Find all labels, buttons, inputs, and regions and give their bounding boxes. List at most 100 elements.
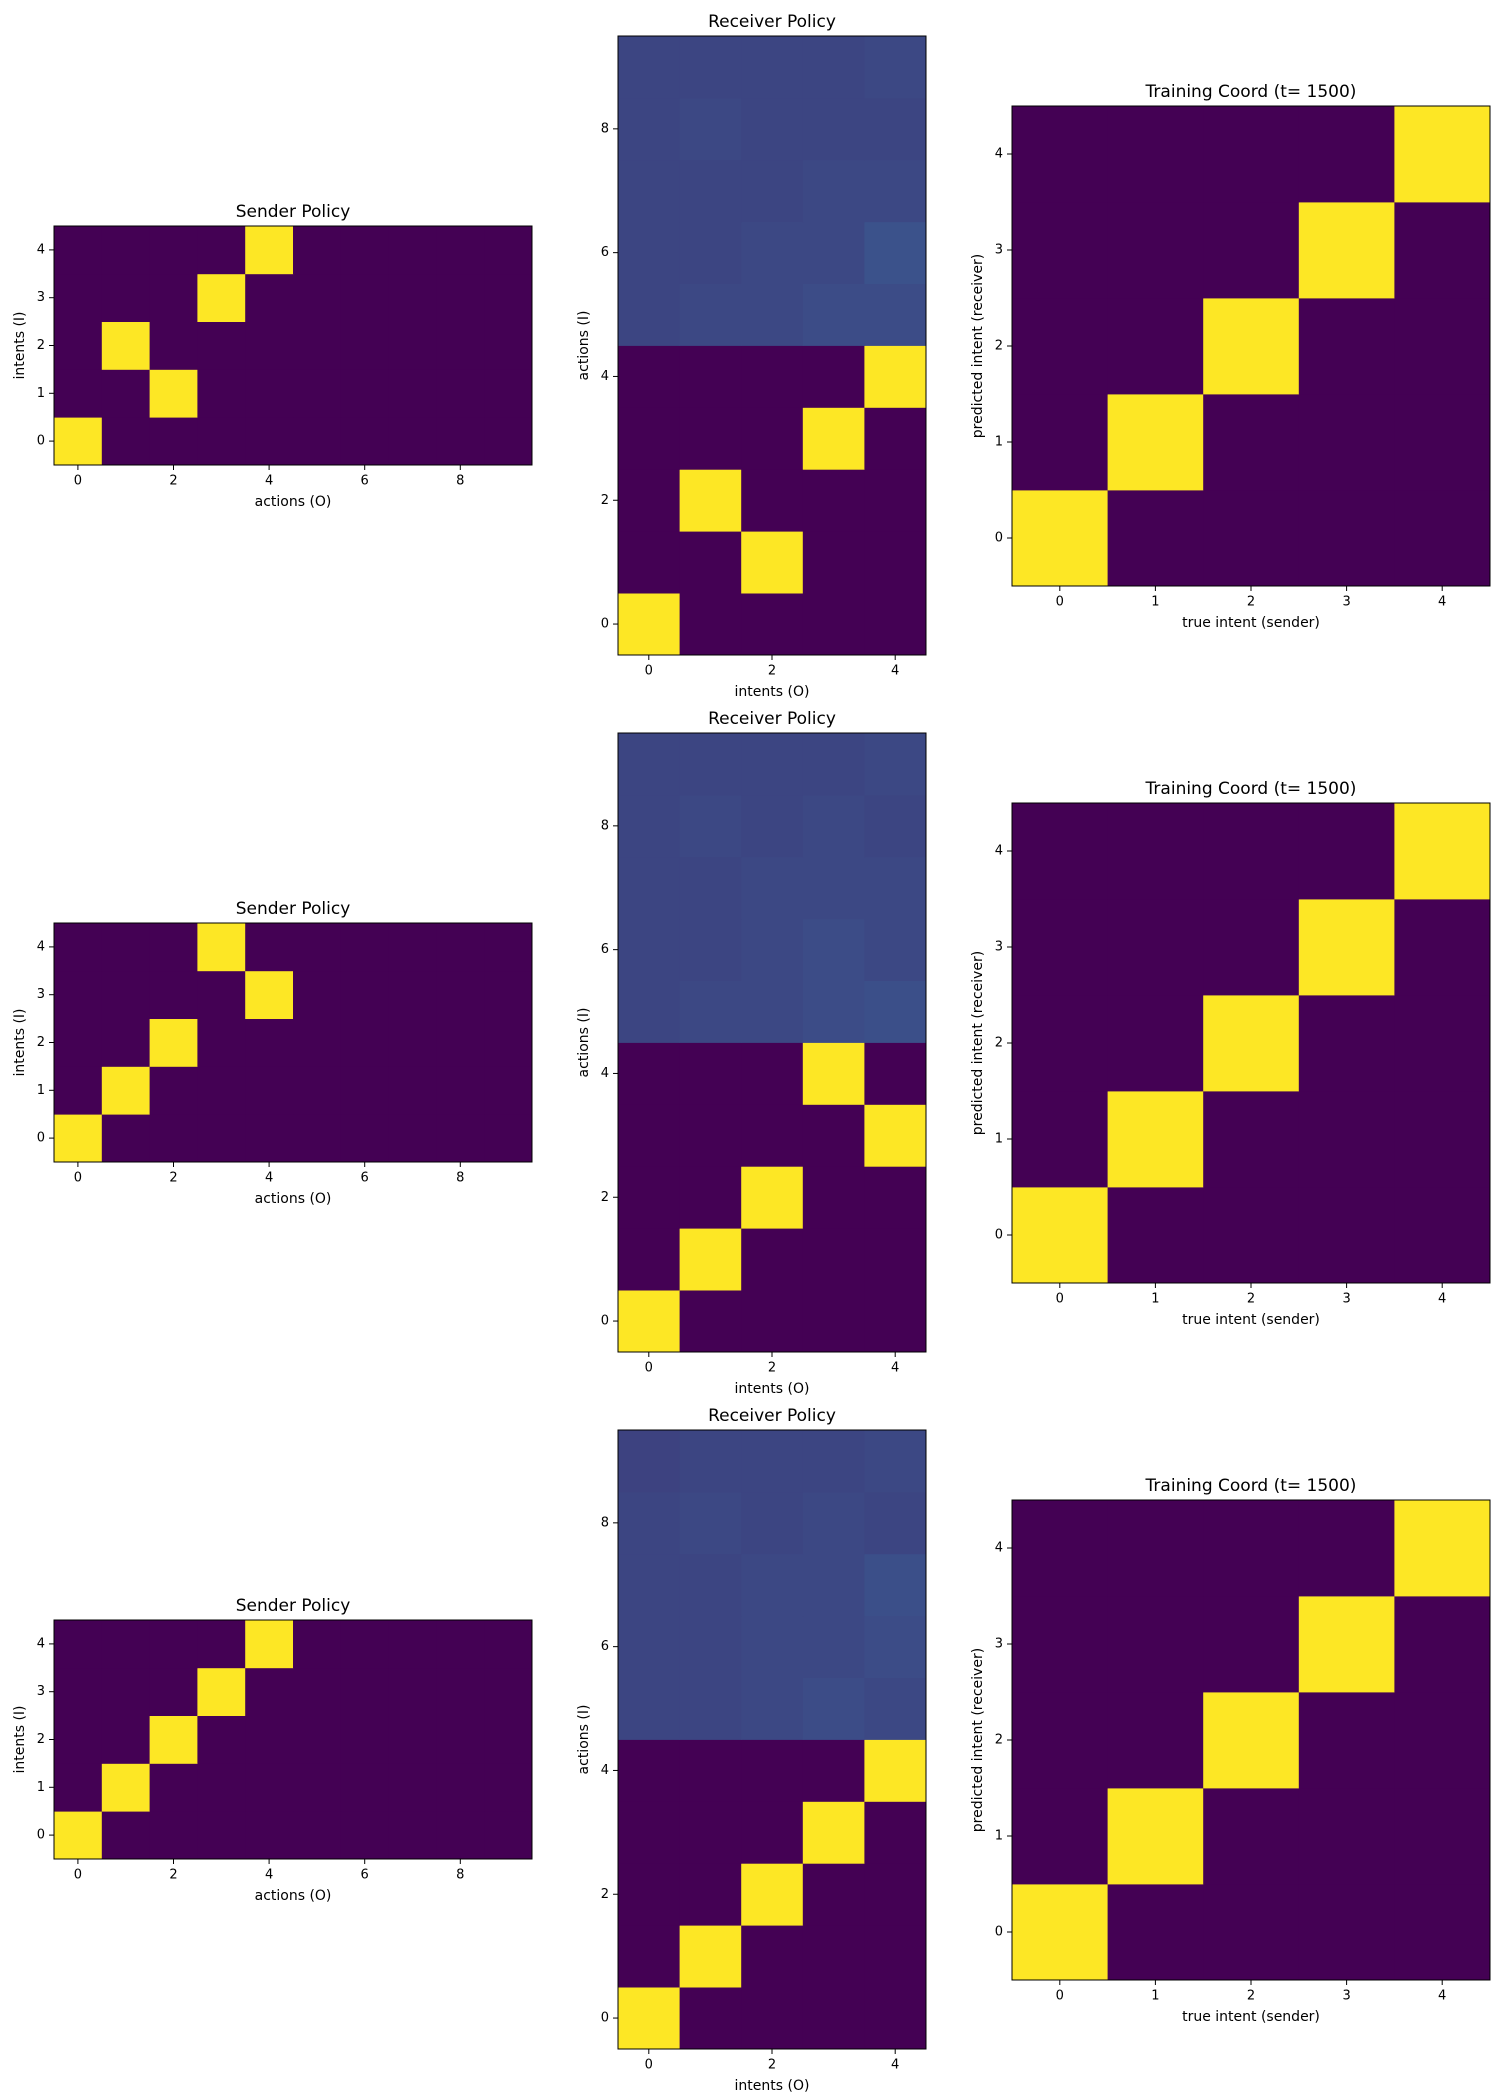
heatmap-cell [1298,1091,1395,1188]
x-tick-label: 0 [645,2058,653,2073]
heatmap-cell [1203,202,1300,299]
x-tick-label: 4 [265,1171,273,1186]
heatmap-cell [802,36,865,99]
heatmap-cell [484,1811,533,1860]
heatmap-cell [484,226,533,275]
x-tick-label: 4 [891,2058,899,2073]
heatmap-cell [679,1863,742,1926]
heatmap-cell [864,97,927,161]
x-tick-label: 2 [1247,1989,1255,2004]
x-tick-label: 2 [1247,595,1255,610]
heatmap-cell [679,1042,742,1105]
heatmap-cell [436,970,485,1019]
y-tick-label: 0 [995,1925,1003,1940]
heatmap-cell [197,923,246,972]
heatmap-cell [864,1863,927,1926]
heatmap-cell [54,273,103,322]
x-axis-label: actions (O) [255,1191,332,1207]
x-tick-label: 8 [456,1868,464,1883]
heatmap-cell [1012,899,1108,996]
heatmap-cell [245,417,294,466]
x-tick-label: 2 [768,2058,776,2073]
heatmap-cell [618,1491,680,1555]
heatmap-cell [149,1811,198,1860]
heatmap-cell [679,980,742,1043]
heatmap-cell [1298,1596,1395,1693]
heatmap-cell [484,1620,533,1669]
heatmap-cell [802,918,865,981]
heatmap-cell [54,1018,103,1067]
heatmap-cell [864,407,927,470]
heatmap-cell [741,1290,804,1353]
heatmap-cell [802,1104,865,1167]
heatmap-cell [802,1863,865,1926]
y-tick-label: 3 [37,987,45,1002]
y-tick-label: 3 [37,1684,45,1699]
heatmap-cell [54,923,103,972]
heatmap-cell [618,1166,680,1229]
heatmap-cell [1203,1692,1300,1789]
heatmap-cell [741,1553,804,1617]
heatmap-cell [340,321,389,370]
heatmap-cell [802,1042,865,1105]
heatmap-cell [618,407,680,470]
heatmap-cell [101,273,150,322]
heatmap-cell [293,1715,342,1764]
x-axis-label: true intent (sender) [1182,2009,1320,2025]
heatmap-cell [1394,490,1491,587]
heatmap-cell [1203,298,1300,395]
x-axis-label: actions (O) [255,1888,332,1904]
y-tick-label: 4 [37,1636,45,1651]
heatmap-cell [1394,1692,1491,1789]
x-tick-label: 3 [1342,595,1350,610]
heatmap-cell [1107,202,1204,299]
heatmap-cell [679,856,742,920]
heatmap-cell [54,970,103,1019]
y-tick-label: 4 [995,147,1003,162]
heatmap-cell [679,1228,742,1291]
heatmap-cell [1012,1187,1108,1284]
heatmap-cell [245,226,294,275]
heatmap-cell [618,531,680,594]
heatmap-cell [741,221,804,284]
heatmap-cell [149,369,198,418]
heatmap-cell [1298,1500,1395,1597]
heatmap-cell [802,794,865,858]
heatmap-cell [618,980,680,1043]
heatmap-cell [864,918,927,981]
heatmap-cell [340,1763,389,1812]
heatmap-cell [54,1114,103,1163]
heatmap-cell [388,321,437,370]
x-axis-label: true intent (sender) [1182,1312,1320,1328]
heatmap-cell [1203,803,1300,900]
heatmap-cell [618,856,680,920]
heatmap-cell [388,1811,437,1860]
heatmap-cell [436,1018,485,1067]
x-tick-label: 4 [891,1361,899,1376]
heatmap-cell [1394,394,1491,491]
heatmap-cell [1012,1500,1108,1597]
heatmap-cell [197,1114,246,1163]
heatmap-cell [618,1228,680,1291]
y-tick-label: 6 [601,1639,609,1654]
heatmap-cell [741,1166,804,1229]
chart-title: Sender Policy [236,899,351,919]
heatmap-cell [802,1739,865,1802]
heatmap-cell [1298,490,1395,587]
x-tick-label: 1 [1151,595,1159,610]
heatmap-cell [864,1430,927,1493]
heatmap-cell [679,1615,742,1678]
heatmap-cell [802,1801,865,1864]
heatmap-cell [484,1763,533,1812]
heatmap-cell [340,1066,389,1115]
heatmap-cell [149,321,198,370]
heatmap-cell [679,1925,742,1988]
heatmap-cell [1394,1884,1491,1981]
y-tick-label: 8 [601,121,609,136]
heatmap-cell [436,923,485,972]
heatmap-cell [864,1042,927,1105]
chart-title: Training Coord (t= 1500) [1145,779,1357,799]
heatmap-cell [679,1801,742,1864]
y-tick-label: 6 [601,245,609,260]
